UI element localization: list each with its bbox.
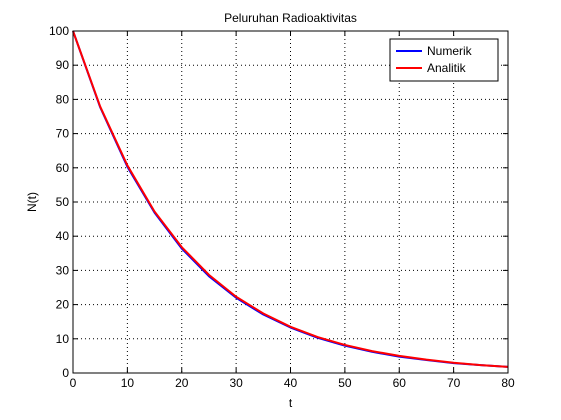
y-tick-label: 90: [56, 58, 70, 72]
plot-area: [73, 31, 508, 373]
x-tick-label: 40: [284, 376, 298, 390]
legend-label-analitik: Analitik: [427, 61, 467, 75]
x-tick-label: 20: [175, 376, 189, 390]
legend-box: [389, 38, 499, 82]
x-tick-label: 80: [501, 376, 515, 390]
x-tick-label: 70: [447, 376, 461, 390]
y-axis-label: N(t): [25, 192, 39, 212]
grid-lines: [73, 31, 508, 373]
y-tick-label: 50: [56, 195, 70, 209]
series-lines: [72, 30, 509, 368]
y-tick-label: 30: [56, 263, 70, 277]
x-axis-label: t: [289, 396, 293, 410]
x-tick-label: 30: [229, 376, 243, 390]
axis-ticks: 0 10 20 30 40 50 60 70 80 0 10 20 30 40 50 60 70 80 90 100: [49, 24, 515, 390]
y-tick-label: 40: [56, 229, 70, 243]
x-tick-label: 60: [393, 376, 407, 390]
y-tick-label: 0: [62, 366, 69, 380]
y-tick-label: 20: [56, 298, 70, 312]
y-tick-label: 70: [56, 127, 70, 141]
y-tick-label: 100: [49, 24, 69, 38]
x-tick-label: 50: [338, 376, 352, 390]
y-tick-label: 10: [56, 332, 70, 346]
series-line-analitik: [72, 30, 509, 368]
chart-title: Peluruhan Radioaktivitas: [224, 11, 357, 25]
y-tick-label: 60: [56, 161, 70, 175]
legend: Numerik Analitik: [389, 38, 499, 82]
x-tick-label: 10: [121, 376, 135, 390]
legend-label-numerik: Numerik: [427, 44, 473, 58]
x-tick-label: 0: [70, 376, 77, 390]
y-tick-label: 80: [56, 92, 70, 106]
